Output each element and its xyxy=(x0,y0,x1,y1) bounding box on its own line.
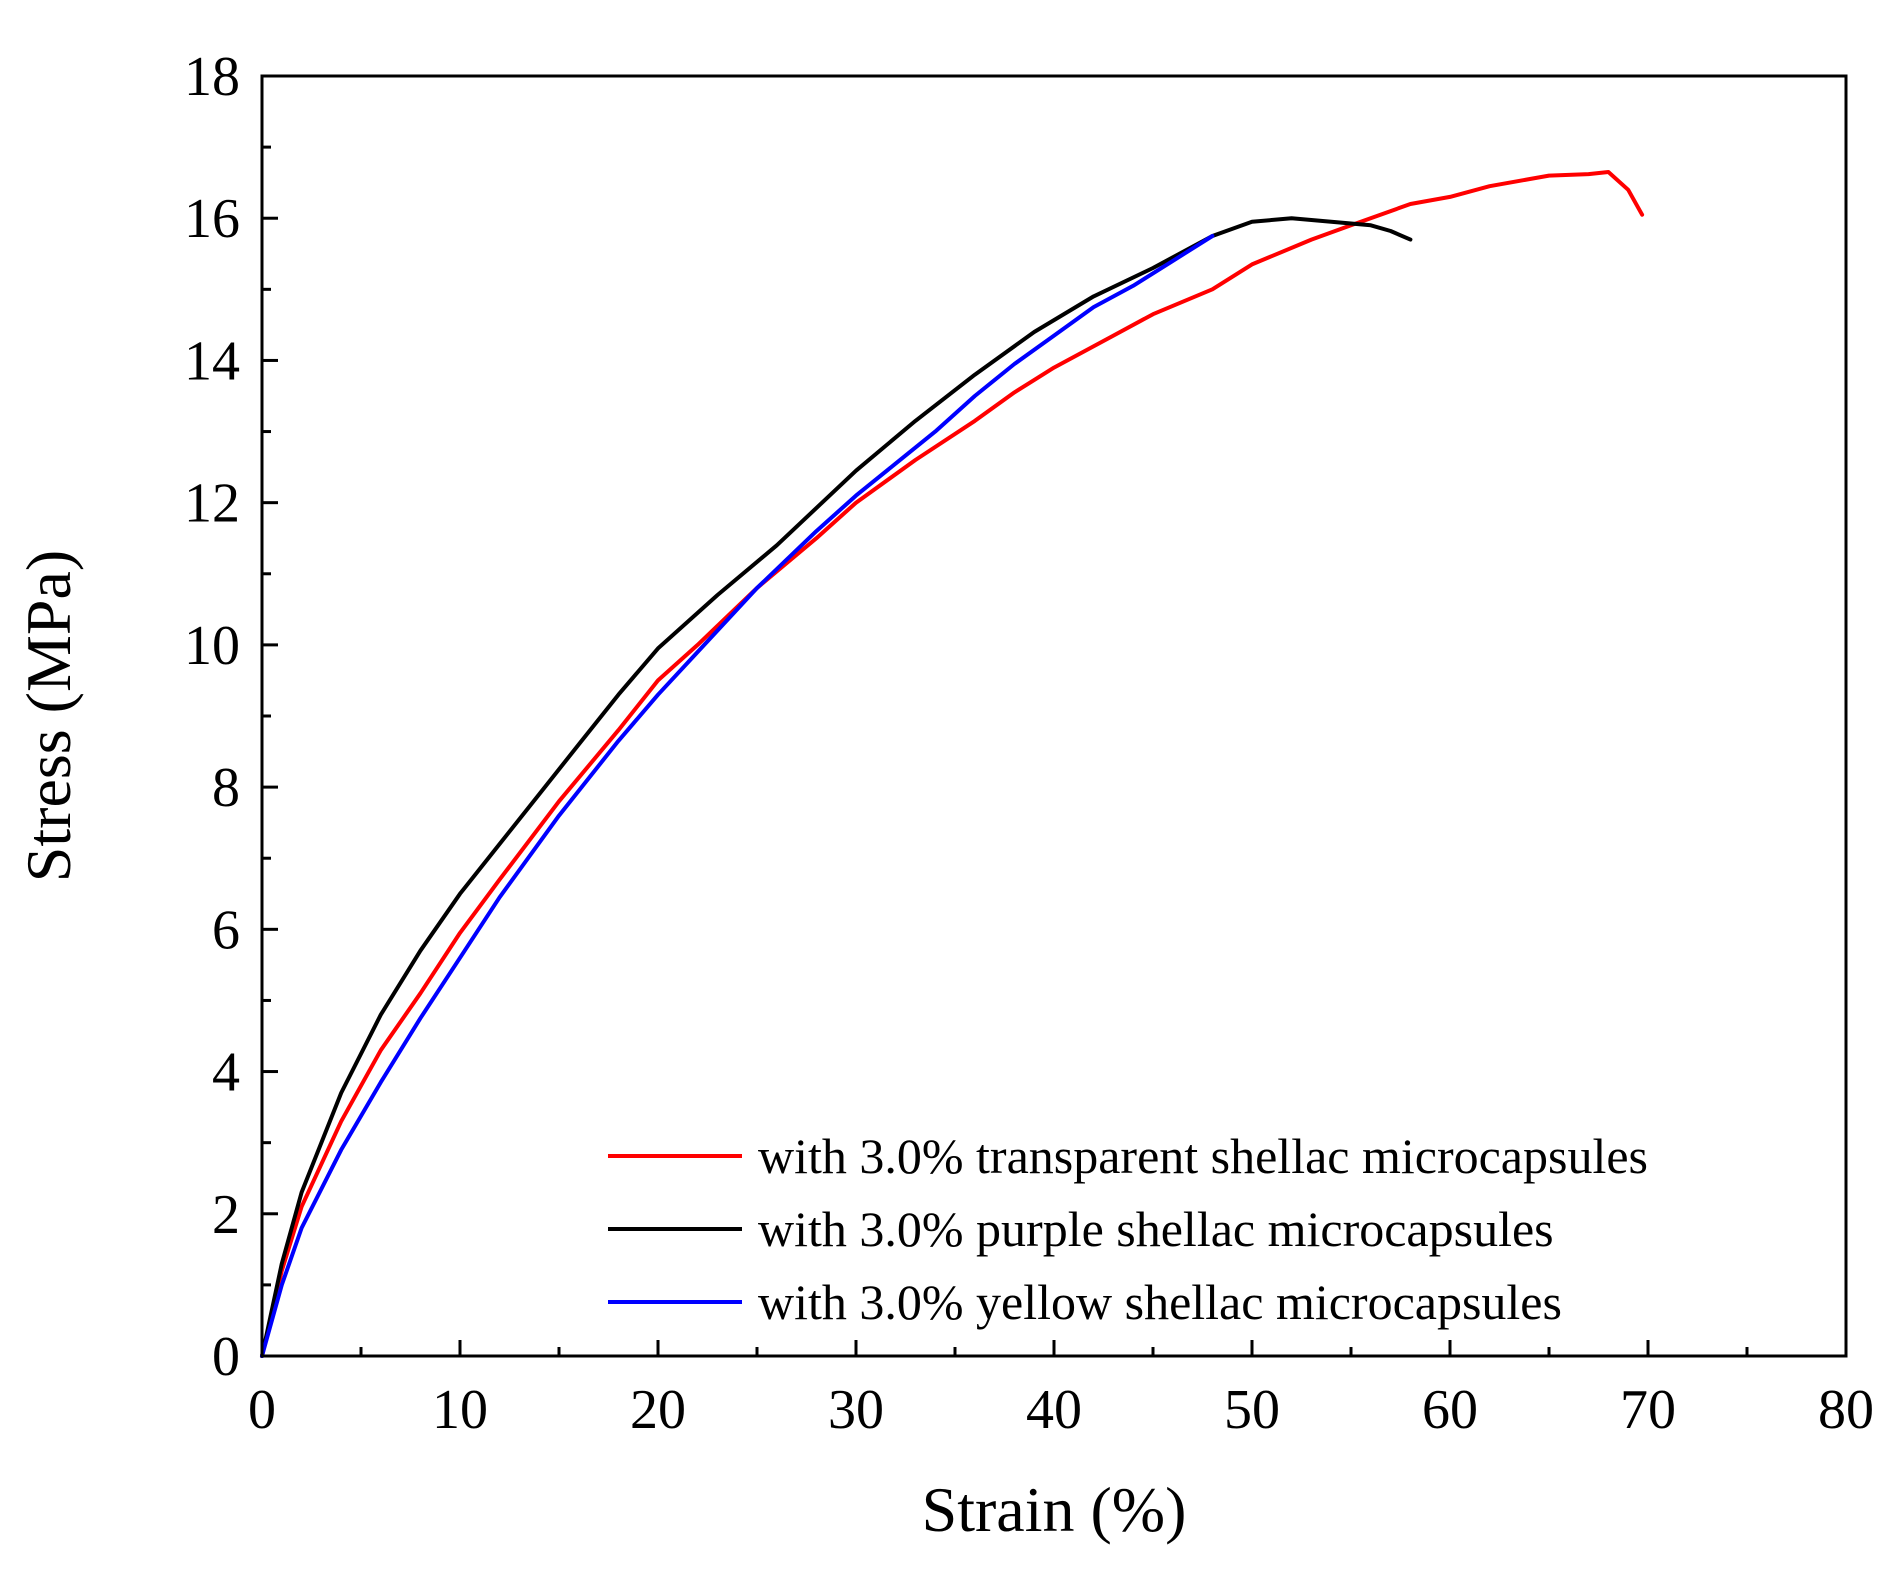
x-tick-label: 10 xyxy=(432,1379,488,1441)
y-tick-label: 2 xyxy=(212,1184,240,1246)
y-axis-ticks: 0 2 4 6 8 10 12 14 16 18 xyxy=(184,46,278,1388)
y-tick-label: 0 xyxy=(212,1326,240,1388)
y-tick-label: 18 xyxy=(184,46,240,108)
legend-label-2: with 3.0% purple shellac microcapsules xyxy=(758,1201,1554,1257)
x-tick-label: 80 xyxy=(1818,1379,1874,1441)
x-tick-label: 50 xyxy=(1224,1379,1280,1441)
legend-label-1: with 3.0% transparent shellac microcapsu… xyxy=(758,1128,1648,1184)
y-tick-label: 12 xyxy=(184,473,240,535)
y-tick-label: 6 xyxy=(212,899,240,961)
data-curves xyxy=(260,170,1645,1358)
x-tick-label: 0 xyxy=(248,1379,276,1441)
y-tick-label: 8 xyxy=(212,757,240,819)
series-line-3 xyxy=(260,234,1215,1358)
x-tick-label: 40 xyxy=(1026,1379,1082,1441)
x-axis-title: Strain (%) xyxy=(922,1474,1187,1545)
y-tick-label: 14 xyxy=(184,330,240,392)
y-axis-title: Stress (MPa) xyxy=(13,550,84,882)
series-line-2 xyxy=(260,216,1413,1358)
x-tick-label: 60 xyxy=(1422,1379,1478,1441)
x-axis-ticks: 0 10 20 30 40 50 60 70 80 xyxy=(248,1340,1874,1441)
legend: with 3.0% transparent shellac microcapsu… xyxy=(608,1128,1648,1330)
series-line-1 xyxy=(260,170,1645,1358)
x-tick-label: 30 xyxy=(828,1379,884,1441)
x-tick-label: 20 xyxy=(630,1379,686,1441)
x-tick-label: 70 xyxy=(1620,1379,1676,1441)
legend-label-3: with 3.0% yellow shellac microcapsules xyxy=(758,1274,1562,1330)
y-tick-label: 4 xyxy=(212,1042,240,1104)
y-tick-label: 10 xyxy=(184,615,240,677)
y-tick-label: 16 xyxy=(184,188,240,250)
